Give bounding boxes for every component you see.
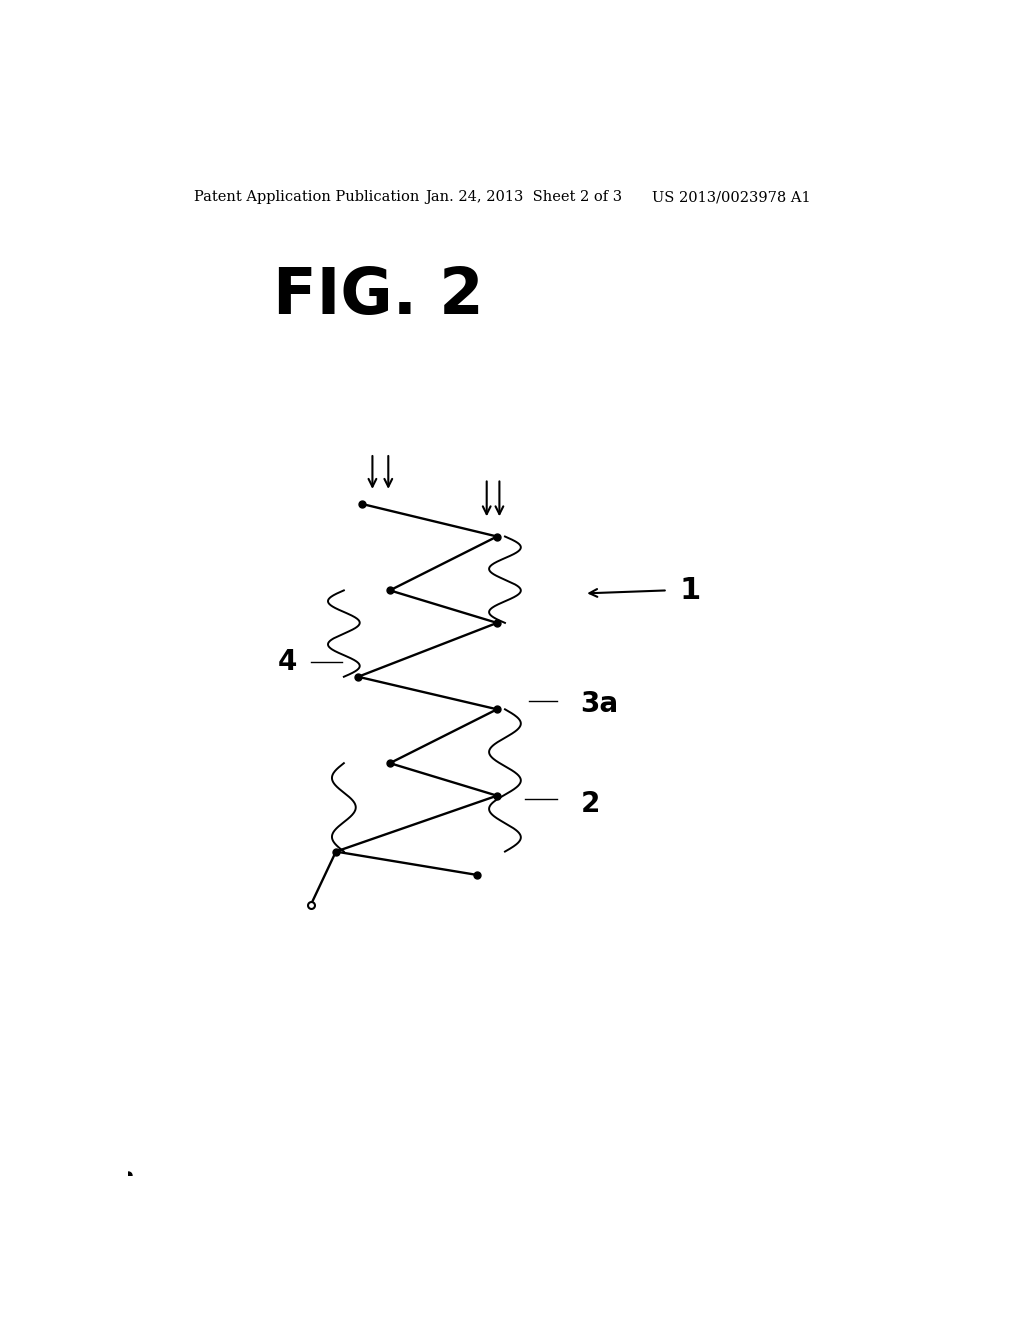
Text: 3a: 3a [581, 690, 618, 718]
Text: FIG. 2: FIG. 2 [272, 264, 483, 326]
Text: Jan. 24, 2013  Sheet 2 of 3: Jan. 24, 2013 Sheet 2 of 3 [426, 190, 623, 205]
Text: 1: 1 [680, 576, 700, 605]
Text: US 2013/0023978 A1: US 2013/0023978 A1 [652, 190, 810, 205]
Text: Patent Application Publication: Patent Application Publication [194, 190, 419, 205]
Text: 2: 2 [581, 789, 600, 818]
Text: 4: 4 [278, 648, 297, 676]
